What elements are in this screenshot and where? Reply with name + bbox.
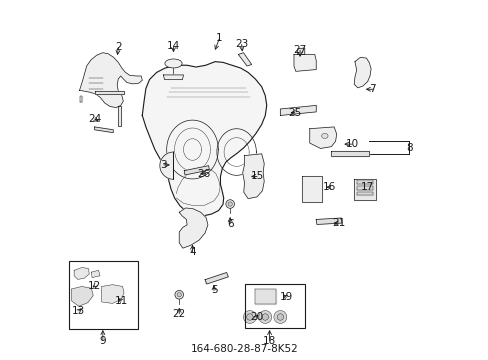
Text: 15: 15 <box>250 171 263 181</box>
Circle shape <box>175 291 183 299</box>
Polygon shape <box>204 273 228 284</box>
Text: 12: 12 <box>88 281 101 291</box>
Polygon shape <box>179 208 207 248</box>
Polygon shape <box>309 127 336 148</box>
Text: 1: 1 <box>216 33 222 43</box>
Polygon shape <box>293 54 316 71</box>
Ellipse shape <box>321 134 327 138</box>
Polygon shape <box>301 176 321 202</box>
Text: 5: 5 <box>210 285 217 296</box>
Text: 17: 17 <box>360 182 373 192</box>
Polygon shape <box>118 107 121 126</box>
Polygon shape <box>238 53 251 66</box>
Polygon shape <box>94 127 113 133</box>
Text: 9: 9 <box>100 336 106 346</box>
Bar <box>69 261 137 329</box>
Circle shape <box>262 314 268 320</box>
Text: 14: 14 <box>166 41 180 51</box>
Text: 11: 11 <box>115 296 128 306</box>
Text: 21: 21 <box>331 218 345 228</box>
Circle shape <box>227 202 232 206</box>
Polygon shape <box>74 267 89 279</box>
Bar <box>244 284 305 328</box>
Polygon shape <box>242 154 264 199</box>
Text: 19: 19 <box>279 292 292 302</box>
Text: 20: 20 <box>249 312 263 322</box>
Polygon shape <box>353 179 375 200</box>
Polygon shape <box>297 48 304 54</box>
Polygon shape <box>91 270 100 278</box>
Text: 23: 23 <box>235 40 248 49</box>
Text: 2: 2 <box>115 42 122 52</box>
Text: 26: 26 <box>197 168 210 179</box>
Polygon shape <box>356 192 372 195</box>
Text: 24: 24 <box>88 114 101 124</box>
Polygon shape <box>80 53 142 108</box>
Circle shape <box>277 314 283 320</box>
Polygon shape <box>72 287 93 306</box>
Text: 6: 6 <box>226 219 233 229</box>
Text: 18: 18 <box>263 336 276 346</box>
Circle shape <box>246 314 253 320</box>
Text: 10: 10 <box>345 139 358 149</box>
Circle shape <box>243 311 256 323</box>
Text: 13: 13 <box>72 306 85 316</box>
Polygon shape <box>160 152 173 179</box>
Text: 4: 4 <box>189 247 195 257</box>
Polygon shape <box>142 62 266 216</box>
Circle shape <box>258 311 271 323</box>
Polygon shape <box>184 166 209 175</box>
Polygon shape <box>80 96 82 102</box>
Text: 3: 3 <box>160 160 167 170</box>
Polygon shape <box>94 91 124 94</box>
Polygon shape <box>353 57 370 88</box>
Text: 25: 25 <box>287 108 301 118</box>
Polygon shape <box>356 180 372 184</box>
Circle shape <box>273 311 286 323</box>
Text: 8: 8 <box>406 143 412 153</box>
Polygon shape <box>163 75 183 80</box>
Circle shape <box>177 293 181 297</box>
Text: 16: 16 <box>323 182 336 192</box>
Polygon shape <box>330 151 368 156</box>
Polygon shape <box>102 285 124 303</box>
Polygon shape <box>280 105 316 116</box>
Polygon shape <box>255 289 276 304</box>
Ellipse shape <box>164 59 182 68</box>
Text: 22: 22 <box>172 309 185 319</box>
Polygon shape <box>316 218 341 225</box>
Text: 164-680-28-87-8K52: 164-680-28-87-8K52 <box>190 344 298 354</box>
Polygon shape <box>356 186 372 190</box>
Text: 27: 27 <box>293 45 306 55</box>
Text: 7: 7 <box>369 84 375 94</box>
Circle shape <box>225 200 234 208</box>
